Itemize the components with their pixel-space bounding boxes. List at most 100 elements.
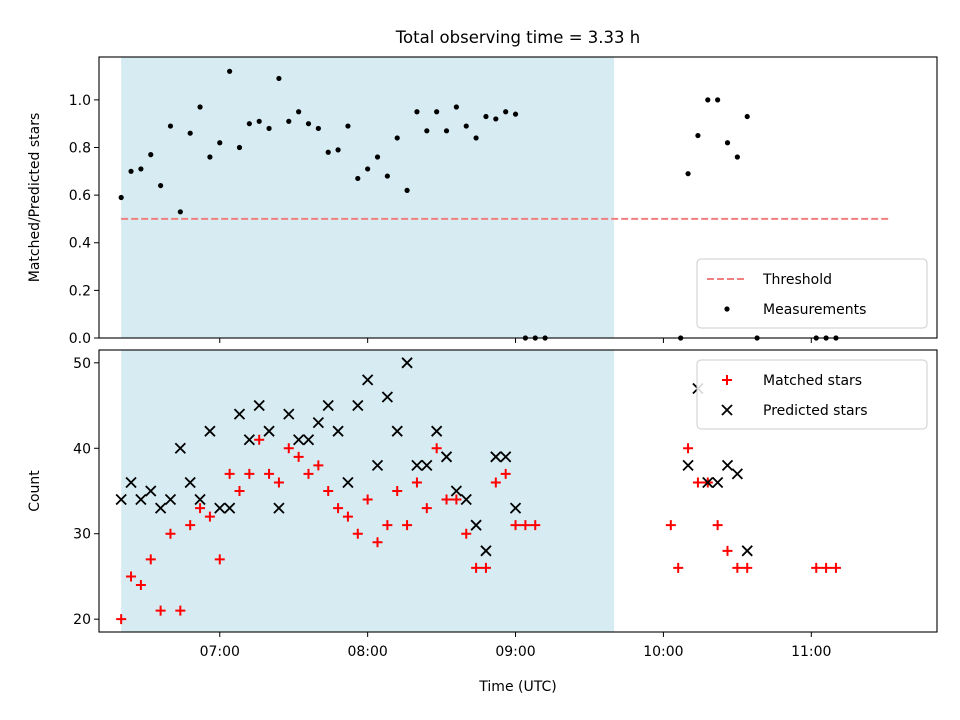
predicted-star-point [411, 459, 423, 472]
predicted-star-point [194, 493, 206, 506]
matched-star-point [264, 468, 275, 479]
predicted-star-point [490, 451, 502, 463]
measurement-point [118, 194, 124, 201]
matched-star-point [732, 562, 743, 573]
predicted-star-point [293, 434, 305, 446]
matched-star-point [185, 520, 196, 531]
matched-star-point [821, 562, 832, 573]
matched-star-point [742, 562, 753, 573]
measurement-point [414, 109, 420, 115]
predicted-star-point [223, 502, 236, 514]
matched-star-point [234, 486, 245, 496]
matched-star-point [830, 562, 841, 573]
x-axis-label: Time (UTC) [478, 679, 556, 695]
matched-star-point [683, 443, 694, 454]
measurement-point [685, 171, 691, 177]
predicted-star-point [731, 468, 743, 480]
measurement-point [724, 140, 731, 146]
matched-star-point [510, 520, 521, 531]
matched-star-point [520, 520, 531, 531]
measurement-point [236, 144, 243, 151]
measurement-point [276, 75, 282, 82]
measurement-point [207, 154, 213, 160]
measurement-point [695, 132, 701, 139]
measurement-point [434, 109, 440, 115]
y-tick-label: 0.2 [69, 283, 91, 299]
y-axis-label: Matched/Predicted stars [27, 113, 43, 283]
matched-star-point [352, 528, 363, 539]
matched-star-point [323, 486, 334, 496]
legend: Threshold Measurements [696, 258, 928, 329]
predicted-star-point [263, 425, 275, 437]
predicted-star-point [174, 442, 186, 454]
measurement-point [305, 121, 312, 127]
legend-label: Measurements [763, 302, 866, 318]
matched-star-point [135, 580, 146, 590]
y-axis-label: Count [27, 470, 43, 512]
measurement-point [158, 182, 164, 189]
matched-star-point [673, 562, 684, 573]
predicted-star-point [302, 434, 315, 446]
matched-star-point [500, 468, 511, 479]
predicted-star-point [381, 391, 394, 403]
predicted-star-point [184, 476, 196, 489]
measurement-point [473, 135, 479, 141]
matched-star-point [692, 477, 703, 488]
measurement-point [365, 166, 371, 172]
matched-star-point [145, 554, 156, 565]
matched-star-point [224, 468, 235, 479]
matched-star-point [155, 605, 166, 616]
matched-star-point [126, 571, 137, 582]
predicted-star-point [721, 459, 734, 472]
predicted-star-point [253, 399, 265, 412]
predicted-star-point [371, 459, 384, 472]
matched-star-point [665, 520, 676, 531]
matched-star-point [283, 443, 294, 454]
measurement-point [266, 125, 272, 132]
matched-star-point [411, 477, 422, 488]
predicted-star-point [115, 493, 127, 506]
legend-label: Threshold [762, 272, 832, 288]
matched-star-point [313, 460, 324, 471]
predicted-star-point [702, 476, 714, 489]
x-tick-label: 07:00 [200, 644, 240, 660]
y-tick-label: 1.0 [69, 93, 91, 109]
legend-measurement-swatch [724, 306, 730, 312]
predicted-star-point [450, 485, 463, 497]
matched-star-point [214, 554, 225, 565]
predicted-star-point [233, 408, 246, 420]
measurement-point [325, 149, 331, 155]
matched-star-point [451, 494, 462, 505]
predicted-star-point [145, 485, 157, 497]
measurement-point [744, 113, 750, 120]
matched-star-point [490, 477, 501, 488]
matched-star-point [165, 528, 176, 539]
measurement-point [286, 118, 292, 124]
predicted-star-point [283, 408, 295, 420]
y-tick-label: 20 [73, 612, 91, 628]
predicted-star-point [164, 493, 177, 506]
matched-star-point [254, 434, 265, 445]
matched-star-point [175, 605, 186, 616]
predicted-star-point [135, 493, 147, 506]
predicted-star-point [332, 425, 344, 437]
legend-box [696, 258, 928, 329]
x-tick-label: 11:00 [791, 644, 831, 660]
matched-star-point [382, 520, 393, 531]
measurement-point [227, 68, 233, 74]
predicted-star-point [741, 545, 753, 557]
measurement-point [256, 118, 262, 124]
top-panel: 0.0 0.2 0.4 0.6 0.8 1.0 Matched/Predicted star… [27, 56, 938, 347]
measurement-point [424, 128, 430, 134]
predicted-star-point [125, 476, 137, 489]
x-tick-label: 09:00 [495, 644, 535, 660]
y-tick-label: 50 [73, 356, 91, 372]
predicted-star-point [440, 451, 453, 463]
measurement-point [187, 130, 193, 136]
predicted-star-point [312, 416, 324, 429]
measurement-point [374, 154, 381, 160]
measurement-point [384, 173, 390, 179]
measurement-point [463, 123, 469, 129]
measurement-point [197, 104, 203, 110]
